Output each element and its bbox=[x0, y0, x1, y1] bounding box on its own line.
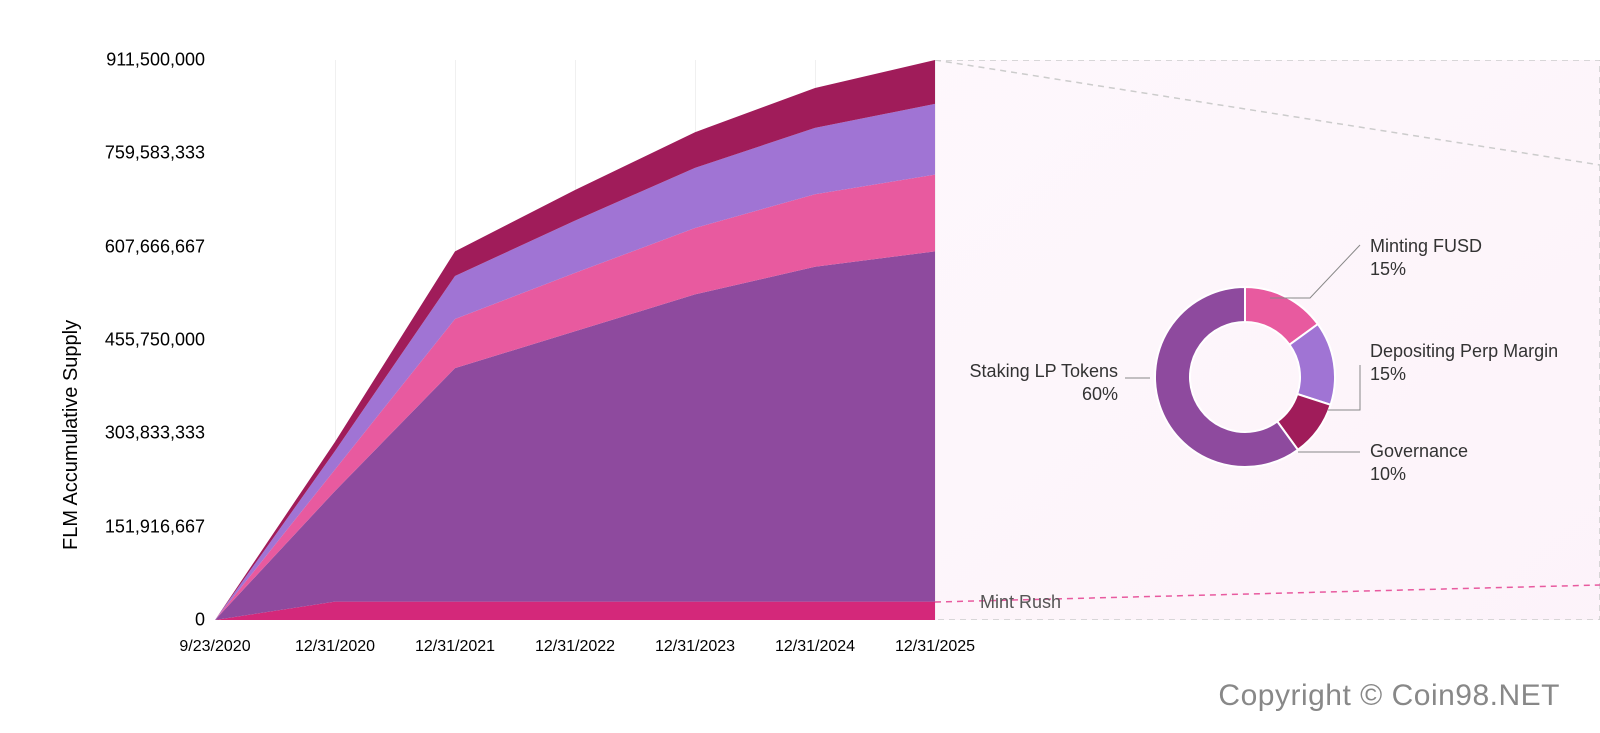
x-tick: 12/31/2021 bbox=[415, 638, 495, 656]
donut-label: Staking LP Tokens60% bbox=[970, 360, 1118, 407]
copyright-text: Copyright © Coin98.NET bbox=[1218, 679, 1560, 713]
area-series bbox=[215, 602, 935, 620]
x-tick: 12/31/2022 bbox=[535, 638, 615, 656]
area-chart bbox=[215, 60, 935, 620]
x-tick: 12/31/2020 bbox=[295, 638, 375, 656]
y-tick: 911,500,000 bbox=[85, 50, 205, 71]
y-tick: 303,833,333 bbox=[85, 423, 205, 444]
y-tick: 607,666,667 bbox=[85, 236, 205, 257]
donut-label: Minting FUSD15% bbox=[1370, 235, 1482, 282]
y-tick: 0 bbox=[85, 610, 205, 631]
donut-label: Depositing Perp Margin15% bbox=[1370, 340, 1558, 387]
y-axis-title: FLM Accumulative Supply bbox=[60, 320, 83, 550]
donut-label: Governance10% bbox=[1370, 440, 1468, 487]
x-tick: 12/31/2023 bbox=[655, 638, 735, 656]
y-tick: 151,916,667 bbox=[85, 516, 205, 537]
chart-container: FLM Accumulative Supply 0 151,916,667 303,… bbox=[50, 20, 1570, 660]
x-tick: 12/31/2024 bbox=[775, 638, 855, 656]
x-tick: 12/31/2025 bbox=[895, 638, 975, 656]
mint-rush-label: Mint Rush bbox=[980, 592, 1061, 613]
y-tick: 759,583,333 bbox=[85, 143, 205, 164]
x-tick: 9/23/2020 bbox=[179, 638, 250, 656]
y-tick: 455,750,000 bbox=[85, 330, 205, 351]
donut-chart bbox=[1150, 282, 1340, 472]
